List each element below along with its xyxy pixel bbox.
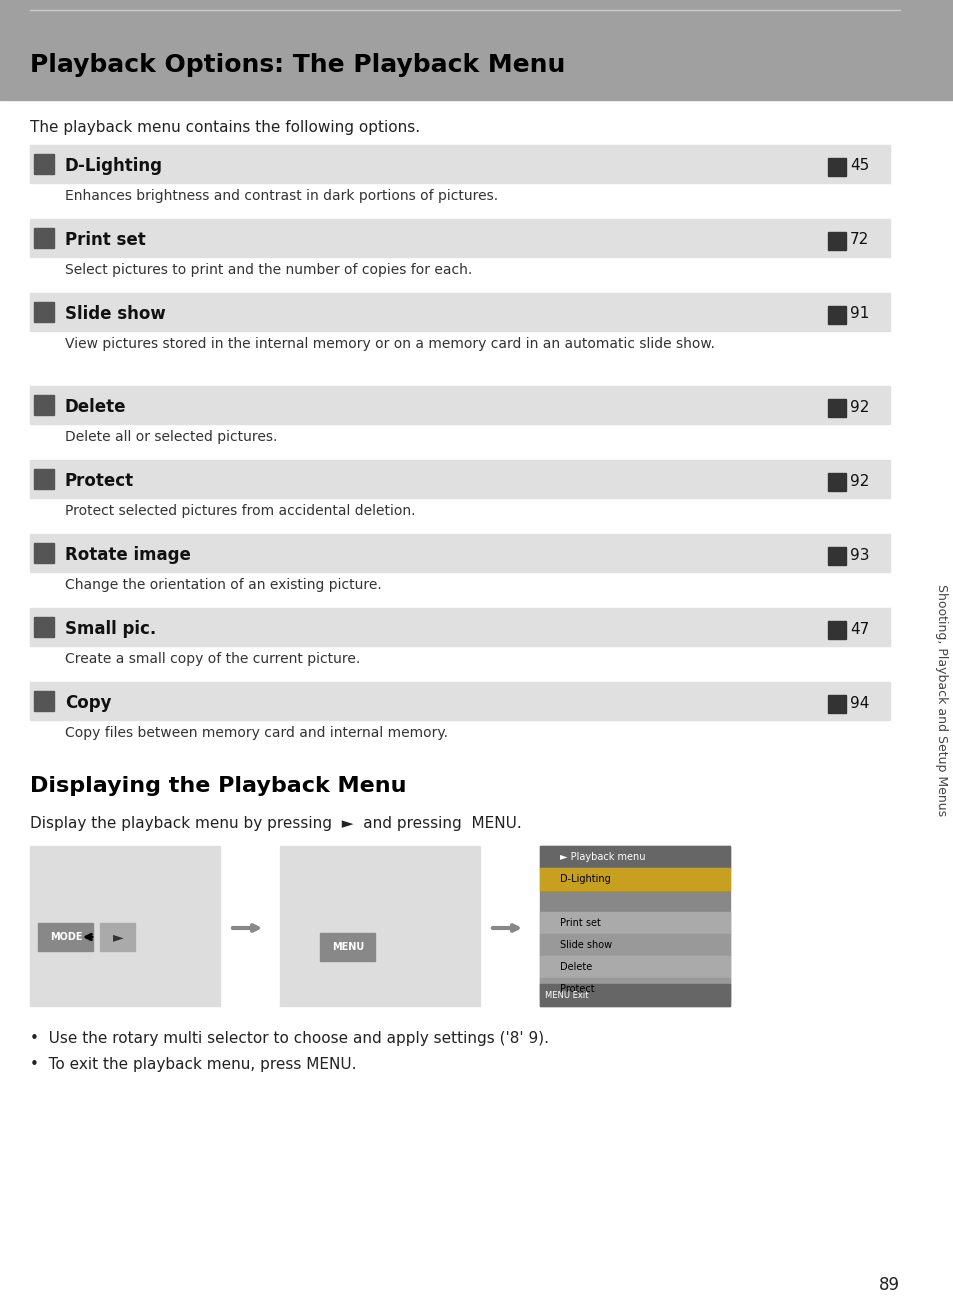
Text: Protect: Protect — [65, 472, 134, 490]
Bar — [827, 547, 845, 565]
Text: 92: 92 — [849, 399, 868, 414]
Text: 94: 94 — [849, 695, 868, 711]
Text: Delete: Delete — [65, 398, 127, 417]
Text: Rotate image: Rotate image — [65, 547, 191, 564]
Text: Delete all or selected pictures.: Delete all or selected pictures. — [65, 430, 277, 444]
Bar — [827, 622, 845, 639]
Bar — [30, 145, 889, 183]
Bar — [827, 399, 845, 417]
Bar — [539, 869, 729, 890]
Text: 92: 92 — [849, 473, 868, 489]
Bar — [34, 154, 54, 173]
Text: Create a small copy of the current picture.: Create a small copy of the current pictu… — [65, 652, 360, 666]
Bar — [827, 158, 845, 176]
Bar — [30, 608, 889, 646]
Bar — [30, 460, 889, 498]
Text: MENU: MENU — [332, 942, 364, 953]
Bar — [0, 0, 953, 100]
Text: ►: ► — [112, 930, 123, 943]
Bar — [539, 912, 729, 934]
Bar — [539, 934, 729, 957]
Text: Protect selected pictures from accidental deletion.: Protect selected pictures from accidenta… — [65, 505, 416, 518]
Bar — [30, 846, 220, 1007]
Bar — [827, 306, 845, 325]
Bar — [539, 846, 729, 1007]
Bar — [280, 846, 479, 1007]
Text: 45: 45 — [849, 159, 868, 173]
Text: D-Lighting: D-Lighting — [65, 156, 163, 175]
Text: Enhances brightness and contrast in dark portions of pictures.: Enhances brightness and contrast in dark… — [65, 189, 497, 202]
Text: 91: 91 — [849, 306, 868, 322]
Bar — [34, 302, 54, 322]
Text: Protect: Protect — [559, 984, 594, 993]
Text: Playback Options: The Playback Menu: Playback Options: The Playback Menu — [30, 53, 565, 78]
Bar — [30, 293, 889, 331]
Text: 93: 93 — [849, 548, 868, 562]
Text: Slide show: Slide show — [65, 305, 166, 323]
Bar — [319, 933, 375, 961]
Bar — [38, 922, 92, 951]
Text: Delete: Delete — [559, 962, 592, 972]
Bar — [539, 957, 729, 978]
Text: D-Lighting: D-Lighting — [559, 874, 610, 884]
Bar — [539, 978, 729, 1000]
Bar — [30, 386, 889, 424]
Text: 89: 89 — [878, 1276, 899, 1294]
Text: The playback menu contains the following options.: The playback menu contains the following… — [30, 120, 419, 135]
Text: Shooting, Playback and Setup Menus: Shooting, Playback and Setup Menus — [935, 583, 947, 816]
Bar — [827, 473, 845, 491]
Text: Display the playback menu by pressing  ►  and pressing  MENU.: Display the playback menu by pressing ► … — [30, 816, 521, 830]
Text: Small pic.: Small pic. — [65, 620, 156, 639]
Bar — [34, 691, 54, 711]
Bar — [34, 396, 54, 415]
Bar — [539, 984, 729, 1007]
Bar — [827, 233, 845, 250]
Text: ► Playback menu: ► Playback menu — [559, 851, 645, 862]
Bar — [34, 618, 54, 637]
Bar — [30, 533, 889, 572]
Text: Print set: Print set — [559, 918, 600, 928]
Text: •  Use the rotary multi selector to choose and apply settings ('8' 9).: • Use the rotary multi selector to choos… — [30, 1031, 548, 1046]
Bar — [539, 846, 729, 869]
Text: Copy files between memory card and internal memory.: Copy files between memory card and inter… — [65, 727, 448, 740]
Text: 72: 72 — [849, 233, 868, 247]
Bar — [34, 469, 54, 489]
Text: Copy: Copy — [65, 694, 112, 712]
Text: Displaying the Playback Menu: Displaying the Playback Menu — [30, 777, 406, 796]
Text: Slide show: Slide show — [559, 940, 612, 950]
Text: MODE: MODE — [50, 932, 82, 942]
Text: MENU Exit: MENU Exit — [544, 991, 588, 1000]
Text: View pictures stored in the internal memory or on a memory card in an automatic : View pictures stored in the internal mem… — [65, 336, 714, 351]
Text: Print set: Print set — [65, 231, 146, 248]
Text: 47: 47 — [849, 622, 868, 636]
Bar — [827, 695, 845, 714]
Bar — [30, 219, 889, 258]
Text: Select pictures to print and the number of copies for each.: Select pictures to print and the number … — [65, 263, 472, 277]
Bar — [34, 543, 54, 562]
Text: •  To exit the playback menu, press MENU.: • To exit the playback menu, press MENU. — [30, 1056, 356, 1072]
Text: Change the orientation of an existing picture.: Change the orientation of an existing pi… — [65, 578, 381, 593]
Bar — [100, 922, 135, 951]
Bar — [30, 682, 889, 720]
Bar — [34, 229, 54, 248]
